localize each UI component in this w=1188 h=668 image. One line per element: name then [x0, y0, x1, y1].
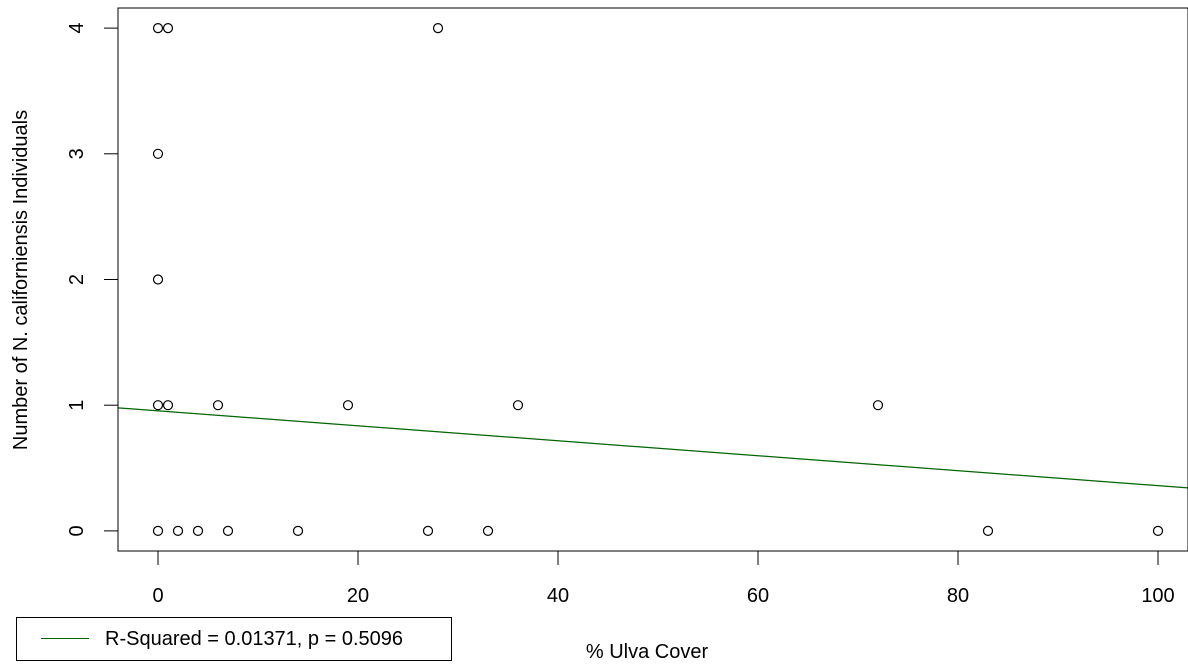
x-tick-label: 80 — [947, 585, 969, 607]
x-axis-label: % Ulva Cover — [586, 641, 709, 663]
y-axis-label: Number of N. californiensis Individuals — [10, 110, 32, 450]
y-tick-label: 4 — [66, 23, 88, 34]
data-point — [342, 400, 354, 411]
data-point — [292, 525, 304, 536]
data-point — [152, 525, 164, 536]
y-tick-label: 2 — [66, 274, 88, 285]
data-point — [1152, 525, 1164, 536]
data-point — [152, 148, 164, 159]
data-point — [222, 525, 234, 536]
x-tick-label: 40 — [547, 585, 569, 607]
y-tick-label: 1 — [66, 400, 88, 411]
plot-frame — [117, 7, 1188, 552]
x-tick-label: 100 — [1141, 585, 1174, 607]
data-point — [162, 400, 174, 411]
data-point — [172, 525, 184, 536]
data-point — [422, 525, 434, 536]
data-point — [152, 23, 164, 34]
data-point — [872, 400, 884, 411]
data-point — [152, 400, 164, 411]
data-point — [192, 525, 204, 536]
data-point — [482, 525, 494, 536]
legend-label: R-Squared = 0.01371, p = 0.5096 — [105, 628, 404, 650]
data-point — [512, 400, 524, 411]
legend-line-swatch — [41, 638, 89, 639]
regression-line — [117, 407, 1188, 489]
data-point — [162, 23, 174, 34]
data-point — [982, 525, 994, 536]
y-tick-label: 0 — [66, 525, 88, 536]
y-tick-label: 3 — [66, 148, 88, 159]
legend: R-Squared = 0.01371, p = 0.5096 — [16, 617, 452, 661]
x-tick-label: 0 — [152, 585, 163, 607]
data-point — [212, 400, 224, 411]
data-point — [152, 274, 164, 285]
plot-area: 0 20 40 60 80 100 0 1 2 3 4 — [66, 23, 1188, 607]
x-tick-label: 20 — [347, 585, 369, 607]
data-point — [432, 23, 444, 34]
x-tick-label: 60 — [747, 585, 769, 607]
